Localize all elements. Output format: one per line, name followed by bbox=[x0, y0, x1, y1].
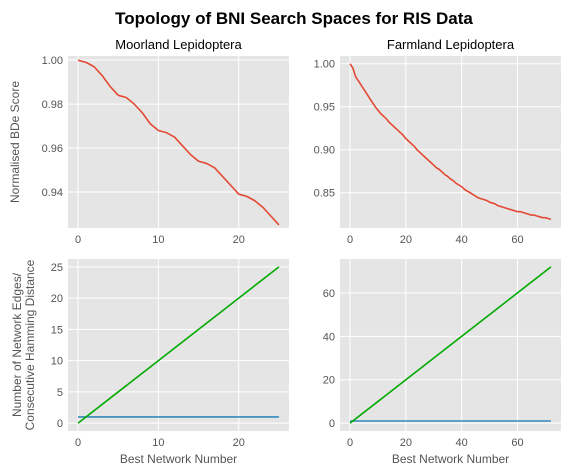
y-tick-label: 25 bbox=[51, 262, 63, 274]
x-tick-label: 60 bbox=[511, 437, 523, 449]
x-tick-label: 20 bbox=[400, 234, 412, 246]
y-tick-label: 1.00 bbox=[42, 55, 63, 67]
x-tick-label: 0 bbox=[75, 234, 81, 246]
farmland-score-series-0-line bbox=[349, 63, 552, 221]
y-tick-label: 20 bbox=[51, 293, 63, 305]
y-tick-label: 5 bbox=[57, 387, 63, 399]
x-tick-label: 60 bbox=[511, 234, 523, 246]
figure-title: Topology of BNI Search Spaces for RIS Da… bbox=[115, 9, 473, 28]
y-tick-label: 20 bbox=[323, 375, 335, 387]
y-tick-label: 0.85 bbox=[314, 188, 335, 200]
x-tick-label: 0 bbox=[347, 437, 353, 449]
moorland-edges-series-1-line bbox=[77, 266, 280, 424]
farmland-score-plot-area bbox=[340, 56, 561, 228]
y-tick-label: 0.90 bbox=[314, 145, 335, 157]
farmland-score-title: Farmland Lepidoptera bbox=[387, 37, 515, 52]
x-tick-label: 40 bbox=[456, 234, 468, 246]
y-tick-label: 0.96 bbox=[42, 143, 63, 155]
y-tick-label: 1.00 bbox=[314, 59, 335, 71]
panel-moorland-edges: 0 10 20 0 5 10 15 20 25 Best Network Number Number… bbox=[10, 259, 289, 466]
moorland-score-series-0-line bbox=[77, 59, 280, 226]
x-tick-label: 10 bbox=[152, 234, 164, 246]
y-tick-label: 0 bbox=[329, 418, 335, 430]
y-tick-label: 10 bbox=[51, 356, 63, 368]
x-tick-label: 40 bbox=[456, 437, 468, 449]
moorland-edges-x-axis-label: Best Network Number bbox=[120, 452, 237, 466]
y-tick-label: 40 bbox=[323, 331, 335, 343]
moorland-edges-y-axis-label: Number of Network Edges/Consecutive Hamm… bbox=[10, 259, 37, 430]
y-tick-label: 15 bbox=[51, 324, 63, 336]
farmland-edges-x-axis-label: Best Network Number bbox=[392, 452, 509, 466]
x-tick-label: 20 bbox=[400, 437, 412, 449]
x-tick-label: 10 bbox=[152, 437, 164, 449]
x-tick-label: 20 bbox=[233, 234, 245, 246]
y-tick-label: 0 bbox=[57, 418, 63, 430]
y-tick-label: 60 bbox=[323, 288, 335, 300]
moorland-score-y-axis-label: Normalised BDe Score bbox=[8, 81, 22, 203]
x-tick-label: 20 bbox=[233, 437, 245, 449]
farmland-edges-series-1-line bbox=[349, 266, 552, 424]
x-tick-label: 0 bbox=[347, 234, 353, 246]
y-tick-label: 0.94 bbox=[42, 187, 63, 199]
panel-moorland-score: 0 10 20 0.94 0.96 0.98 1.00 Moorland Lepidopter… bbox=[8, 37, 289, 246]
y-tick-label: 0.98 bbox=[42, 99, 63, 111]
panel-farmland-score: 0 20 40 60 0.85 0.90 0.95 1.00 Farmland Lepidopt… bbox=[314, 37, 561, 246]
moorland-score-title: Moorland Lepidoptera bbox=[115, 37, 242, 52]
x-tick-label: 0 bbox=[75, 437, 81, 449]
y-tick-label: 0.95 bbox=[314, 102, 335, 114]
